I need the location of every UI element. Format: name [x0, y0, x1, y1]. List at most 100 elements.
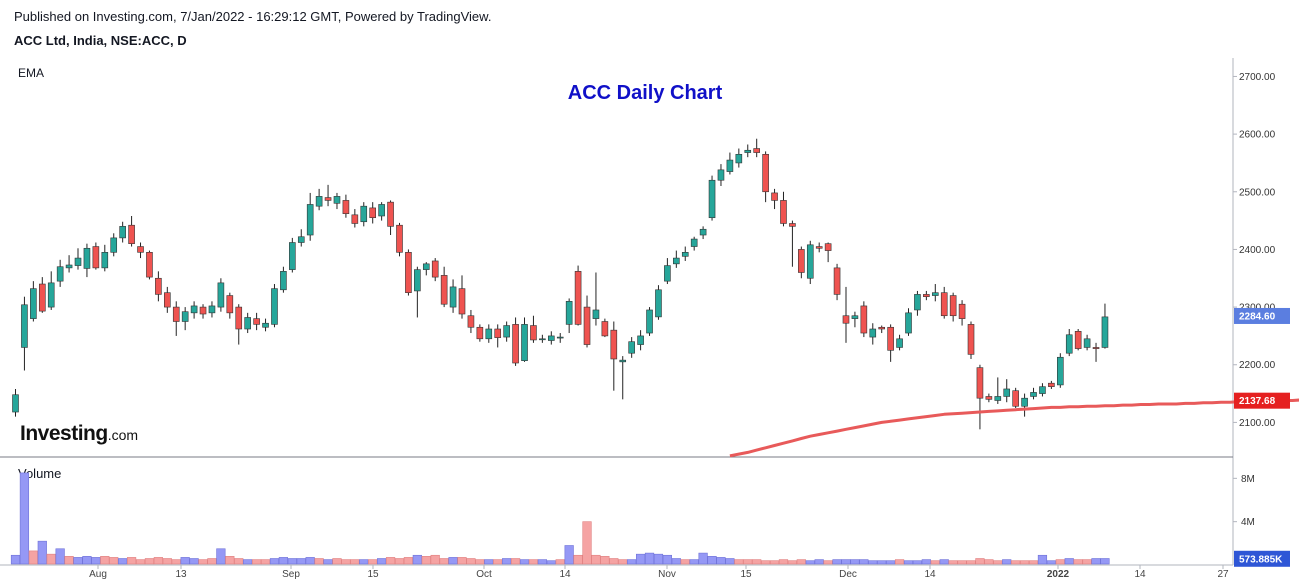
volume-bar: [1073, 559, 1083, 565]
candle-body: [476, 326, 484, 340]
volume-bar: [457, 557, 467, 565]
volume-bar: [180, 557, 190, 565]
candle: [1003, 379, 1011, 403]
candle: [449, 279, 457, 313]
candle-body: [539, 338, 546, 341]
volume-tick-label: 8M: [1241, 474, 1255, 485]
volume-bar: [912, 560, 923, 565]
candle-body: [914, 294, 921, 311]
candle: [369, 202, 377, 224]
candle-body: [940, 292, 948, 317]
candle-body: [110, 237, 118, 253]
axis-value-tags: 2284.60 2137.68 573.885K: [1234, 307, 1290, 567]
volume-bar: [189, 558, 199, 565]
candle-body: [842, 315, 850, 324]
candle: [601, 318, 609, 338]
candle: [128, 215, 135, 247]
candle: [637, 330, 644, 351]
volume-series: [10, 472, 1110, 565]
candle-body: [422, 263, 430, 270]
ema-indicator-label[interactable]: EMA: [18, 66, 45, 80]
candle-body: [378, 204, 385, 217]
candle: [503, 321, 510, 342]
volume-bar: [653, 553, 664, 565]
candle-body: [56, 266, 64, 282]
candle: [458, 275, 466, 319]
candle-body: [38, 283, 46, 312]
volume-bar: [671, 558, 681, 565]
volume-bar: [519, 559, 530, 565]
candle-body: [101, 252, 109, 269]
time-tick-label: 14: [924, 569, 936, 580]
candle: [47, 271, 55, 310]
volume-bar: [252, 559, 262, 565]
last-price-tag-bg: [1234, 307, 1290, 324]
time-tick-label: 15: [740, 569, 752, 580]
candle-body: [708, 179, 716, 219]
volume-bar: [1082, 559, 1092, 565]
volume-bar: [662, 554, 672, 565]
volume-bar: [198, 559, 208, 565]
candle-body: [1003, 388, 1011, 397]
candle: [735, 148, 743, 168]
candle-body: [1048, 382, 1055, 387]
candle: [1065, 328, 1073, 357]
volume-bar: [1091, 558, 1101, 565]
candle-body: [1083, 338, 1091, 348]
candle-body: [574, 271, 582, 325]
candle: [253, 312, 260, 331]
candle-body: [798, 249, 805, 273]
candle: [297, 229, 305, 247]
candle: [789, 220, 796, 267]
candle: [12, 388, 19, 417]
candle: [887, 324, 894, 362]
candle: [958, 300, 966, 326]
volume-bar: [787, 560, 798, 565]
volume-bar: [564, 545, 574, 565]
volume-bar: [850, 559, 860, 565]
candle: [1039, 383, 1046, 397]
candle-body: [494, 328, 502, 338]
candle: [530, 315, 537, 343]
volume-bar: [582, 521, 592, 565]
price-tick-label: 2700.00: [1239, 72, 1276, 83]
volume-bar: [752, 559, 762, 565]
volume-bar: [484, 559, 494, 565]
volume-bar: [28, 550, 38, 565]
volume-bar: [91, 557, 101, 565]
volume-bar: [921, 559, 931, 565]
candle-body: [833, 267, 841, 295]
candle-body: [851, 315, 859, 319]
volume-bar: [939, 559, 949, 565]
candle: [681, 246, 689, 261]
candle: [753, 138, 760, 158]
volume-bar: [528, 559, 539, 565]
candle: [583, 295, 591, 348]
candle: [610, 321, 618, 391]
volume-bar: [377, 558, 387, 565]
candle-body: [83, 247, 91, 269]
candle: [405, 249, 412, 296]
candle-body: [824, 243, 832, 251]
candle-body: [610, 329, 618, 360]
candle-body: [47, 282, 55, 308]
volume-bar: [546, 560, 556, 565]
candle-body: [521, 324, 528, 362]
volume-bar: [948, 560, 958, 565]
volume-bar: [421, 556, 431, 565]
candle-body: [771, 192, 778, 201]
volume-bar: [778, 559, 789, 565]
candle: [217, 278, 225, 312]
volume-bar: [957, 560, 967, 565]
candle: [1101, 303, 1109, 349]
candle: [83, 243, 91, 278]
candle-body: [726, 159, 734, 172]
candle-body: [860, 305, 868, 334]
candle: [485, 324, 493, 343]
volume-bar: [823, 560, 833, 565]
time-tick-label: 13: [175, 569, 187, 580]
published-info: Published on Investing.com, 7/Jan/2022 -…: [14, 9, 492, 24]
candle: [842, 286, 850, 343]
volume-bar: [216, 548, 226, 565]
